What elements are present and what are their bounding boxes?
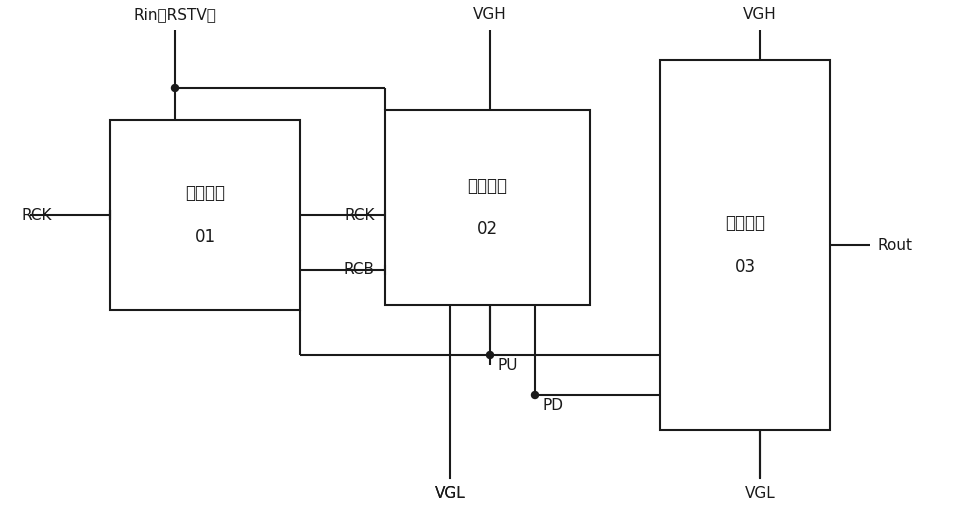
Text: 01: 01	[194, 228, 215, 246]
Text: VGL: VGL	[434, 486, 465, 501]
Text: 输入电路: 输入电路	[185, 184, 225, 202]
Text: VGH: VGH	[742, 7, 776, 22]
Text: PU: PU	[497, 358, 518, 373]
Text: VGL: VGL	[744, 486, 774, 501]
Circle shape	[531, 392, 538, 398]
Text: 03: 03	[734, 258, 755, 276]
Circle shape	[486, 352, 493, 359]
Text: 02: 02	[477, 220, 497, 238]
Text: Rout: Rout	[877, 238, 912, 252]
Bar	[385, 110, 589, 305]
Text: 输出电路: 输出电路	[724, 214, 765, 232]
Bar	[109, 120, 299, 310]
Text: VGL: VGL	[434, 486, 465, 501]
Text: PD: PD	[543, 398, 563, 413]
Text: RCK: RCK	[22, 207, 52, 223]
Text: RCB: RCB	[344, 263, 375, 277]
Text: RCK: RCK	[344, 207, 375, 223]
Text: Rin（RSTV）: Rin（RSTV）	[134, 7, 216, 22]
Text: VGH: VGH	[473, 7, 507, 22]
Circle shape	[172, 84, 178, 91]
Text: 下拉电路: 下拉电路	[467, 176, 507, 195]
Bar	[659, 60, 829, 430]
